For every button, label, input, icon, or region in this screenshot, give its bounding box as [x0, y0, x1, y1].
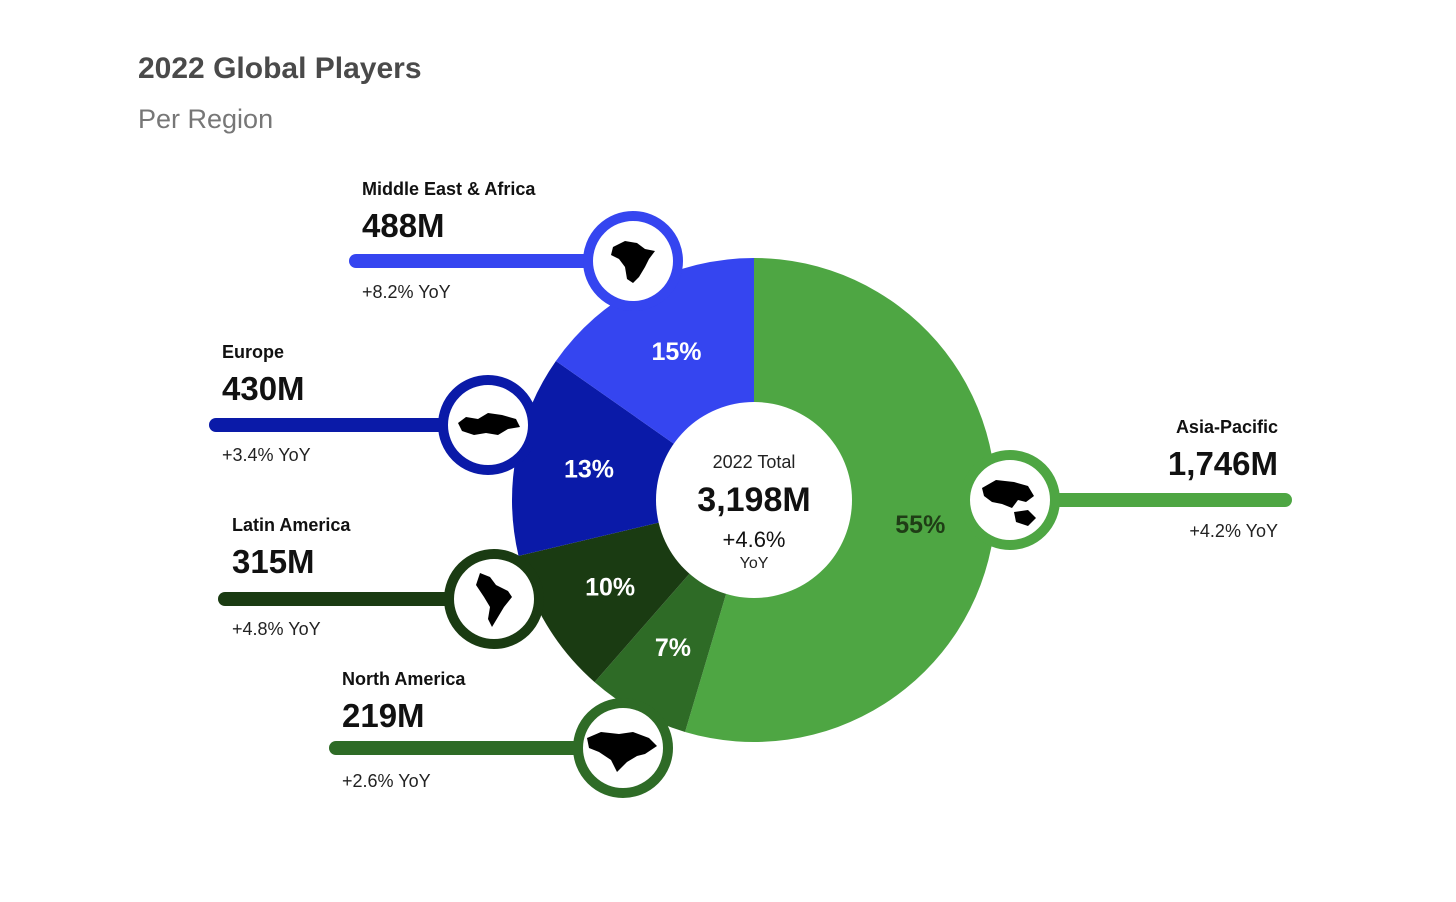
marker-middle-east-and-africa [583, 211, 683, 311]
asia-pacific-map-icon-shape [982, 480, 1036, 526]
africa-map-icon-shape [611, 241, 655, 283]
marker-asia-pacific [960, 450, 1060, 550]
region-value-latin-america: 315M [232, 543, 315, 580]
region-value-europe: 430M [222, 370, 305, 407]
region-yoy-middle-east-and-africa: +8.2% YoY [362, 282, 451, 302]
center-total-value: 3,198M [697, 481, 810, 519]
north-america-map-icon [587, 732, 657, 772]
marker-north-america [573, 698, 673, 798]
region-yoy-north-america: +2.6% YoY [342, 771, 431, 791]
region-name-north-america: North America [342, 669, 466, 689]
page-subtitle: Per Region [138, 104, 274, 134]
center-total-yoy-unit: YoY [740, 555, 769, 572]
north-america-map-icon-shape [587, 732, 657, 772]
region-yoy-asia-pacific: +4.2% YoY [1189, 521, 1278, 541]
marker-europe [438, 375, 538, 475]
slice-percent-europe: 13% [564, 455, 614, 483]
region-value-middle-east-and-africa: 488M [362, 207, 445, 244]
center-total: 2022 Total 3,198M +4.6% YoY [656, 402, 852, 598]
slice-percent-north-america: 7% [655, 634, 691, 662]
region-name-latin-america: Latin America [232, 515, 351, 535]
region-yoy-europe: +3.4% YoY [222, 445, 311, 465]
center-circle [656, 402, 852, 598]
region-value-north-america: 219M [342, 697, 425, 734]
latin-america-map-icon-shape [476, 573, 512, 627]
region-name-asia-pacific: Asia-Pacific [1176, 417, 1278, 437]
africa-map-icon [611, 241, 655, 283]
region-name-europe: Europe [222, 342, 284, 362]
slice-percent-asia-pacific: 55% [895, 511, 945, 539]
europe-map-icon-shape [458, 413, 520, 435]
region-value-asia-pacific: 1,746M [1168, 445, 1278, 482]
slice-percent-middle-east-and-africa: 15% [651, 338, 701, 366]
marker-latin-america [444, 549, 544, 649]
region-name-middle-east-and-africa: Middle East & Africa [362, 179, 536, 199]
region-yoy-latin-america: +4.8% YoY [232, 619, 321, 639]
center-total-yoy: +4.6% [723, 527, 786, 552]
europe-map-icon [458, 413, 520, 435]
asia-pacific-map-icon [982, 480, 1036, 526]
latin-america-map-icon [476, 573, 512, 627]
center-total-label: 2022 Total [713, 452, 796, 472]
slice-percent-latin-america: 10% [585, 574, 635, 602]
page-title: 2022 Global Players [138, 52, 422, 85]
